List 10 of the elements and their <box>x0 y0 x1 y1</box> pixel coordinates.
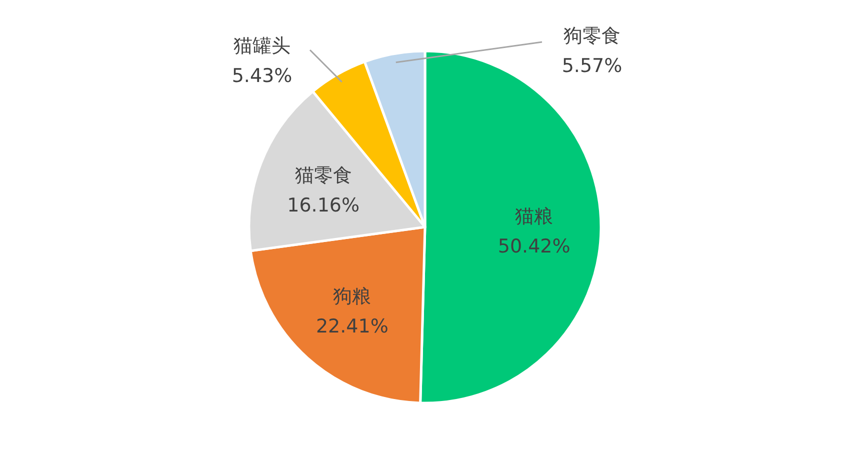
data-label: 5.43% <box>232 65 292 87</box>
slice-label: 狗零食 <box>564 25 620 47</box>
slice-label: 猫罐头 <box>234 35 290 57</box>
slice-label: 狗粮 <box>333 285 372 308</box>
slice-label: 猫零食 <box>294 164 352 186</box>
data-label: 16.16% <box>287 194 360 216</box>
data-label: 5.57% <box>562 55 622 77</box>
data-label: 50.42% <box>498 235 570 258</box>
slice-label: 猫粮 <box>515 205 554 228</box>
data-label: 22.41% <box>316 315 388 338</box>
